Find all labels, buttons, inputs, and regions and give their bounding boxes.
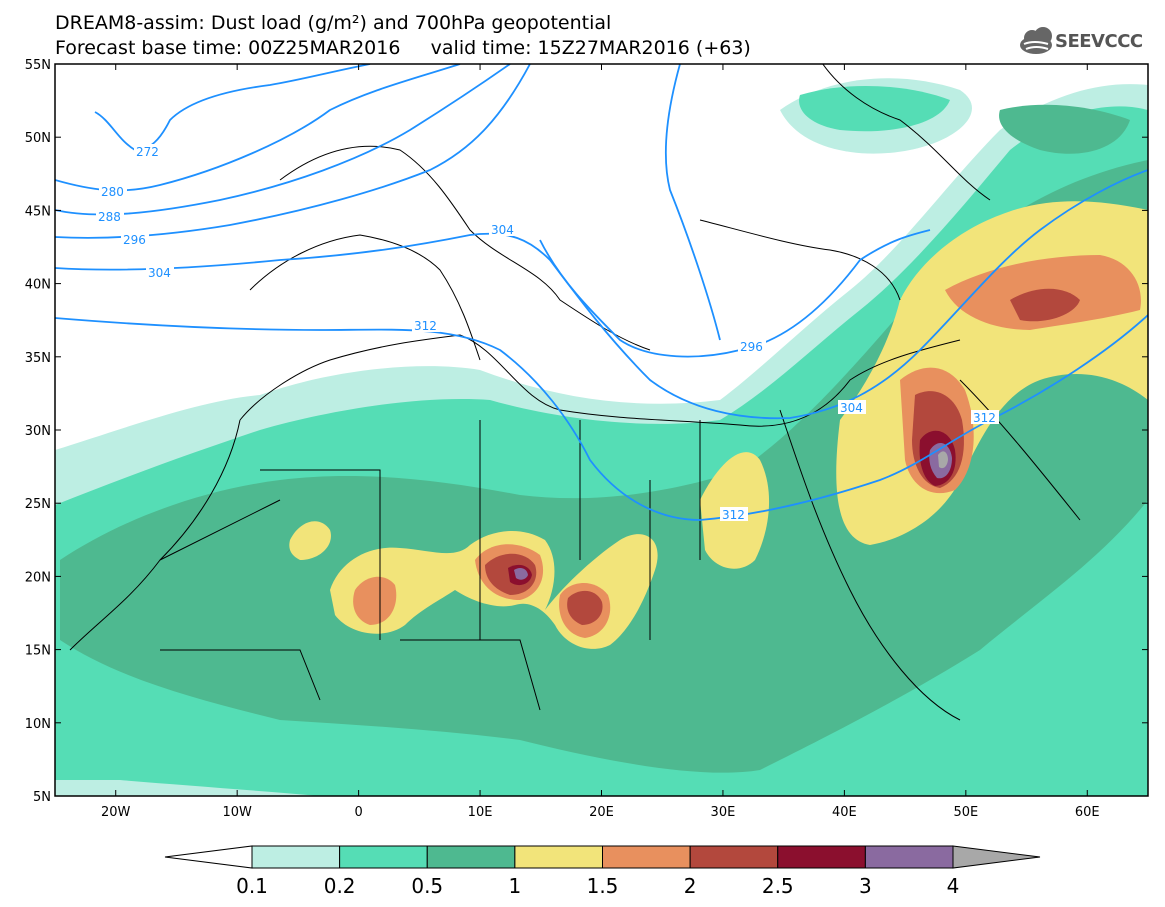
colorbar: 0.1 0.2 0.5 1 1.5 2 2.5 3 4 xyxy=(164,845,1041,898)
latitude-axis: 55N 50N 45N 40N 35N 30N 25N 20N 15N 10N 5N xyxy=(25,58,1148,805)
latitude-tick-label: 25N xyxy=(25,497,51,512)
latitude-tick-label: 30N xyxy=(25,424,51,439)
colorbar-segment xyxy=(689,845,779,869)
contour-label-288: 288 xyxy=(96,209,124,224)
latitude-tick-label: 20N xyxy=(25,570,51,585)
contour-label-296: 296 xyxy=(121,232,149,247)
svg-text:312: 312 xyxy=(722,508,745,522)
longitude-axis: 20W 10W 0 10E 20E 30E 40E 50E 60E xyxy=(101,64,1100,820)
dust-area-0.5 xyxy=(999,104,1130,154)
longitude-tick-label: 20E xyxy=(589,805,614,820)
contour-labels: 272 280 288 296 304 312 304 296 304 312 … xyxy=(96,144,999,522)
longitude-tick-label: 10W xyxy=(222,805,252,820)
latitude-tick-label: 15N xyxy=(25,644,51,659)
longitude-tick-label: 50E xyxy=(953,805,978,820)
dust-area-0.5 xyxy=(60,160,1148,773)
longitude-tick-label: 30E xyxy=(711,805,736,820)
contour-312 xyxy=(55,314,1148,521)
title-line-1: DREAM8-assim: Dust load (g/m²) and 700hP… xyxy=(55,12,612,34)
svg-text:312: 312 xyxy=(414,319,437,333)
svg-text:296: 296 xyxy=(123,233,146,247)
svg-text:312: 312 xyxy=(973,411,996,425)
cloud-icon xyxy=(1020,27,1052,54)
contour-label-304: 304 xyxy=(146,265,174,280)
dust-area-4 xyxy=(938,451,948,469)
svg-text:280: 280 xyxy=(101,185,124,199)
colorbar-label: 3 xyxy=(859,874,872,898)
dust-area-2 xyxy=(1010,288,1080,322)
svg-text:288: 288 xyxy=(98,210,121,224)
svg-text:304: 304 xyxy=(840,401,863,415)
dust-area-1.5 xyxy=(353,576,397,625)
latitude-tick-label: 40N xyxy=(25,278,51,293)
longitude-tick-label: 10E xyxy=(468,805,493,820)
contour-label-312: 312 xyxy=(412,318,440,333)
contour-label-312-b: 312 xyxy=(971,410,999,425)
contour-288 xyxy=(55,64,511,216)
latitude-tick-label: 10N xyxy=(25,717,51,732)
colorbar-label: 0.5 xyxy=(411,874,443,898)
latitude-tick-label: 5N xyxy=(33,790,51,805)
longitude-tick-label: 20W xyxy=(101,805,131,820)
contour-label-280: 280 xyxy=(99,184,127,199)
svg-text:304: 304 xyxy=(148,266,171,280)
latitude-tick-label: 50N xyxy=(25,131,51,146)
title-line-2: Forecast base time: 00Z25MAR2016 valid t… xyxy=(55,37,751,59)
dust-area-3 xyxy=(514,567,528,580)
contour-label-272: 272 xyxy=(134,144,162,159)
longitude-tick-label: 60E xyxy=(1075,805,1100,820)
colorbar-label: 0.2 xyxy=(324,874,356,898)
colorbar-label: 1.5 xyxy=(587,874,619,898)
longitude-tick-label: 40E xyxy=(832,805,857,820)
colorbar-max-triangle xyxy=(952,845,1041,869)
colorbar-segment xyxy=(777,845,866,869)
logo-text: SEEVCCC xyxy=(1055,31,1143,52)
latitude-tick-label: 55N xyxy=(25,58,51,73)
dust-area-2 xyxy=(567,590,603,625)
colorbar-segment xyxy=(864,845,954,869)
latitude-tick-label: 35N xyxy=(25,351,51,366)
longitude-tick-label: 0 xyxy=(354,805,362,820)
colorbar-label: 2.5 xyxy=(762,874,794,898)
dust-field xyxy=(55,64,1148,796)
contour-304-west xyxy=(665,64,721,341)
svg-text:304: 304 xyxy=(491,223,514,237)
colorbar-segment xyxy=(602,845,691,869)
dust-area-1 xyxy=(289,521,331,560)
contour-304 xyxy=(55,169,1148,420)
colorbar-label: 0.1 xyxy=(236,874,268,898)
colorbar-label: 2 xyxy=(684,874,697,898)
colorbar-segment xyxy=(339,845,428,869)
colorbar-segment xyxy=(251,845,341,869)
svg-text:272: 272 xyxy=(136,145,159,159)
svg-text:296: 296 xyxy=(740,340,763,354)
colorbar-min-triangle xyxy=(164,845,253,869)
latitude-tick-label: 45N xyxy=(25,204,51,219)
contour-272 xyxy=(94,64,371,151)
colorbar-segment xyxy=(514,845,603,869)
contour-label-312-c: 312 xyxy=(720,507,748,522)
seevccc-logo xyxy=(1020,27,1052,54)
colorbar-label: 4 xyxy=(947,874,960,898)
colorbar-segment xyxy=(426,845,516,869)
contour-label-304-b: 304 xyxy=(489,222,517,237)
colorbar-label: 1 xyxy=(509,874,522,898)
contour-label-296-b: 296 xyxy=(738,339,766,354)
contour-label-304-c: 304 xyxy=(838,400,866,415)
